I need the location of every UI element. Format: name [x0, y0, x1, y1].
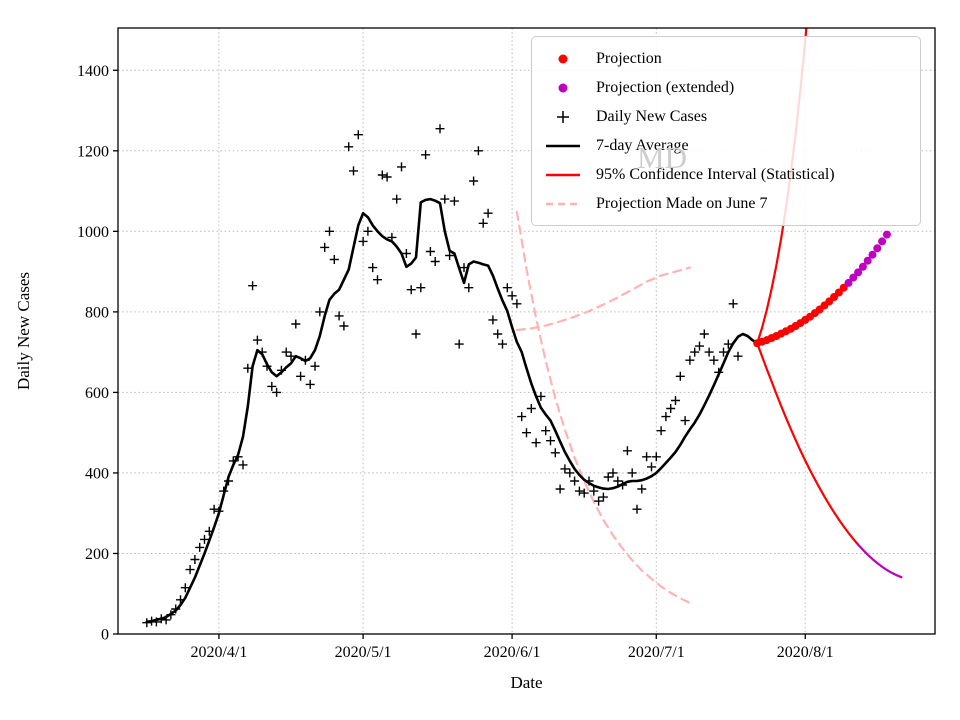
projection-extended-dots [844, 230, 891, 287]
x-tick-label: 2020/4/1 [190, 644, 247, 661]
legend-item: Projection Made on June 7 [542, 189, 910, 218]
tick-labels: 2020/4/1 2020/5/1 2020/6/1 2020/7/1 2020/8/1… [77, 63, 834, 661]
red-dot-icon [558, 54, 568, 63]
plus-marker-icon [557, 110, 569, 123]
pink-dashed-line-icon [546, 202, 580, 205]
confidence-interval-extended-line [856, 543, 903, 579]
y-tick-label: 400 [85, 465, 109, 482]
y-axis-title: Daily New Cases [14, 271, 33, 391]
legend-label: 95% Confidence Interval (Statistical) [596, 165, 835, 183]
red-line-icon [546, 173, 580, 176]
y-tick-label: 1000 [77, 224, 109, 241]
x-axis-title: Date [510, 673, 543, 692]
magenta-dot-icon [558, 83, 568, 92]
x-tick-label: 2020/7/1 [628, 644, 685, 661]
projection-dots [753, 283, 848, 348]
black-line-icon [546, 144, 580, 147]
y-tick-label: 800 [85, 304, 109, 321]
legend-item: Daily New Cases [542, 102, 910, 131]
legend-label: Projection Made on June 7 [596, 194, 768, 212]
x-tick-label: 2020/6/1 [484, 644, 541, 661]
projection-made-june7-line [515, 210, 692, 605]
legend-item: Projection (extended) [542, 73, 910, 102]
legend-item: Projection [542, 44, 910, 73]
legend-label: Projection [596, 49, 662, 67]
y-tick-label: 1200 [77, 143, 109, 160]
y-tick-label: 0 [101, 627, 109, 644]
x-tick-label: 2020/8/1 [777, 644, 834, 661]
y-tick-label: 600 [85, 385, 109, 402]
legend-item: 95% Confidence Interval (Statistical) [542, 160, 910, 189]
plot-border [117, 27, 936, 635]
legend-label: Projection (extended) [596, 78, 735, 96]
x-tick-label: 2020/5/1 [335, 644, 392, 661]
y-tick-label: 1400 [77, 63, 109, 80]
legend-label: Daily New Cases [596, 107, 708, 125]
legend: Projection Projection (extended) Daily New… [531, 36, 921, 226]
legend-item: 7-day Average [542, 131, 910, 160]
legend-label: 7-day Average [596, 136, 689, 154]
y-tick-label: 200 [85, 546, 109, 563]
seven-day-average-line [145, 197, 759, 624]
